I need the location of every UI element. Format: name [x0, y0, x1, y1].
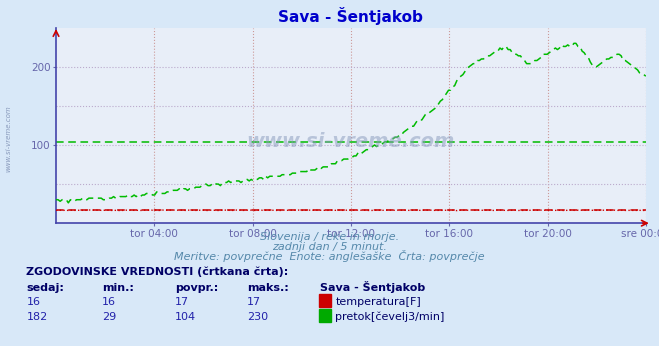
Text: 29: 29 [102, 312, 117, 322]
Text: ZGODOVINSKE VREDNOSTI (črtkana črta):: ZGODOVINSKE VREDNOSTI (črtkana črta): [26, 266, 289, 277]
Text: 104: 104 [175, 312, 196, 322]
Text: min.:: min.: [102, 283, 134, 293]
Text: www.si-vreme.com: www.si-vreme.com [5, 105, 12, 172]
Text: 16: 16 [102, 297, 116, 307]
Text: Sava - Šentjakob: Sava - Šentjakob [320, 281, 425, 293]
Text: 17: 17 [175, 297, 188, 307]
Text: temperatura[F]: temperatura[F] [335, 297, 421, 307]
Text: 230: 230 [247, 312, 268, 322]
Text: 182: 182 [26, 312, 47, 322]
Text: maks.:: maks.: [247, 283, 289, 293]
Text: Slovenija / reke in morje.: Slovenija / reke in morje. [260, 233, 399, 243]
Text: povpr.:: povpr.: [175, 283, 218, 293]
Title: Sava - Šentjakob: Sava - Šentjakob [279, 7, 423, 25]
Text: 17: 17 [247, 297, 261, 307]
Text: 16: 16 [26, 297, 40, 307]
Text: www.si-vreme.com: www.si-vreme.com [246, 131, 455, 151]
Text: Meritve: povprečne  Enote: anglešaške  Črta: povprečje: Meritve: povprečne Enote: anglešaške Črt… [174, 249, 485, 262]
Text: zadnji dan / 5 minut.: zadnji dan / 5 minut. [272, 242, 387, 252]
Text: pretok[čevelj3/min]: pretok[čevelj3/min] [335, 311, 445, 322]
Text: sedaj:: sedaj: [26, 283, 64, 293]
